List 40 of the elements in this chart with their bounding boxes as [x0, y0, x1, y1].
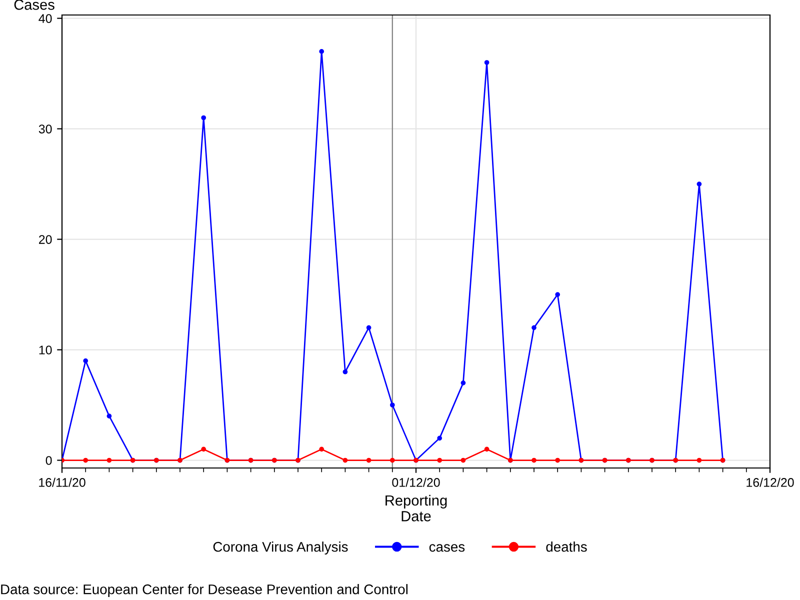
- point: [106, 414, 112, 418]
- point: [342, 369, 348, 374]
- y-tick-label: 20: [39, 235, 52, 244]
- point: [437, 436, 442, 441]
- point: [342, 458, 348, 463]
- y-tick-label: 30: [38, 124, 52, 134]
- point: [532, 325, 536, 330]
- point: [696, 182, 702, 186]
- point: [460, 380, 466, 386]
- point: [696, 458, 702, 463]
- point: [366, 458, 372, 463]
- point: [390, 402, 395, 408]
- y-tick-label: 40: [38, 14, 52, 23]
- point: [83, 458, 88, 463]
- source-note: Data source: Euopean Center for Desease Prevention and Control: [1, 584, 408, 597]
- x-tick-label: 01/12/20: [392, 478, 440, 487]
- point: [532, 458, 536, 463]
- x-tick-label: 16/11/20: [39, 478, 86, 487]
- point: [106, 458, 112, 463]
- point: [437, 458, 442, 463]
- point: [319, 446, 324, 452]
- point: [555, 458, 560, 463]
- point: [460, 458, 466, 463]
- point: [390, 458, 395, 463]
- x-tick-label: 16/12/20: [746, 478, 794, 487]
- y-axis-title: Cases: [14, 0, 54, 10]
- y-tick-label: 0: [46, 456, 52, 465]
- legend-title: Corona Virus Analysis: [213, 542, 348, 554]
- point: [319, 49, 324, 54]
- point: [484, 446, 490, 452]
- point: [83, 358, 88, 364]
- point: [555, 292, 560, 297]
- point: [201, 115, 206, 120]
- y-tick-label: 10: [39, 346, 52, 354]
- point: [484, 60, 490, 65]
- point: [201, 446, 206, 452]
- x-axis-title: Reporting Date: [386, 494, 447, 522]
- legend-label: deaths: [546, 542, 587, 552]
- point: [366, 325, 372, 330]
- legend-label: cases: [429, 544, 465, 552]
